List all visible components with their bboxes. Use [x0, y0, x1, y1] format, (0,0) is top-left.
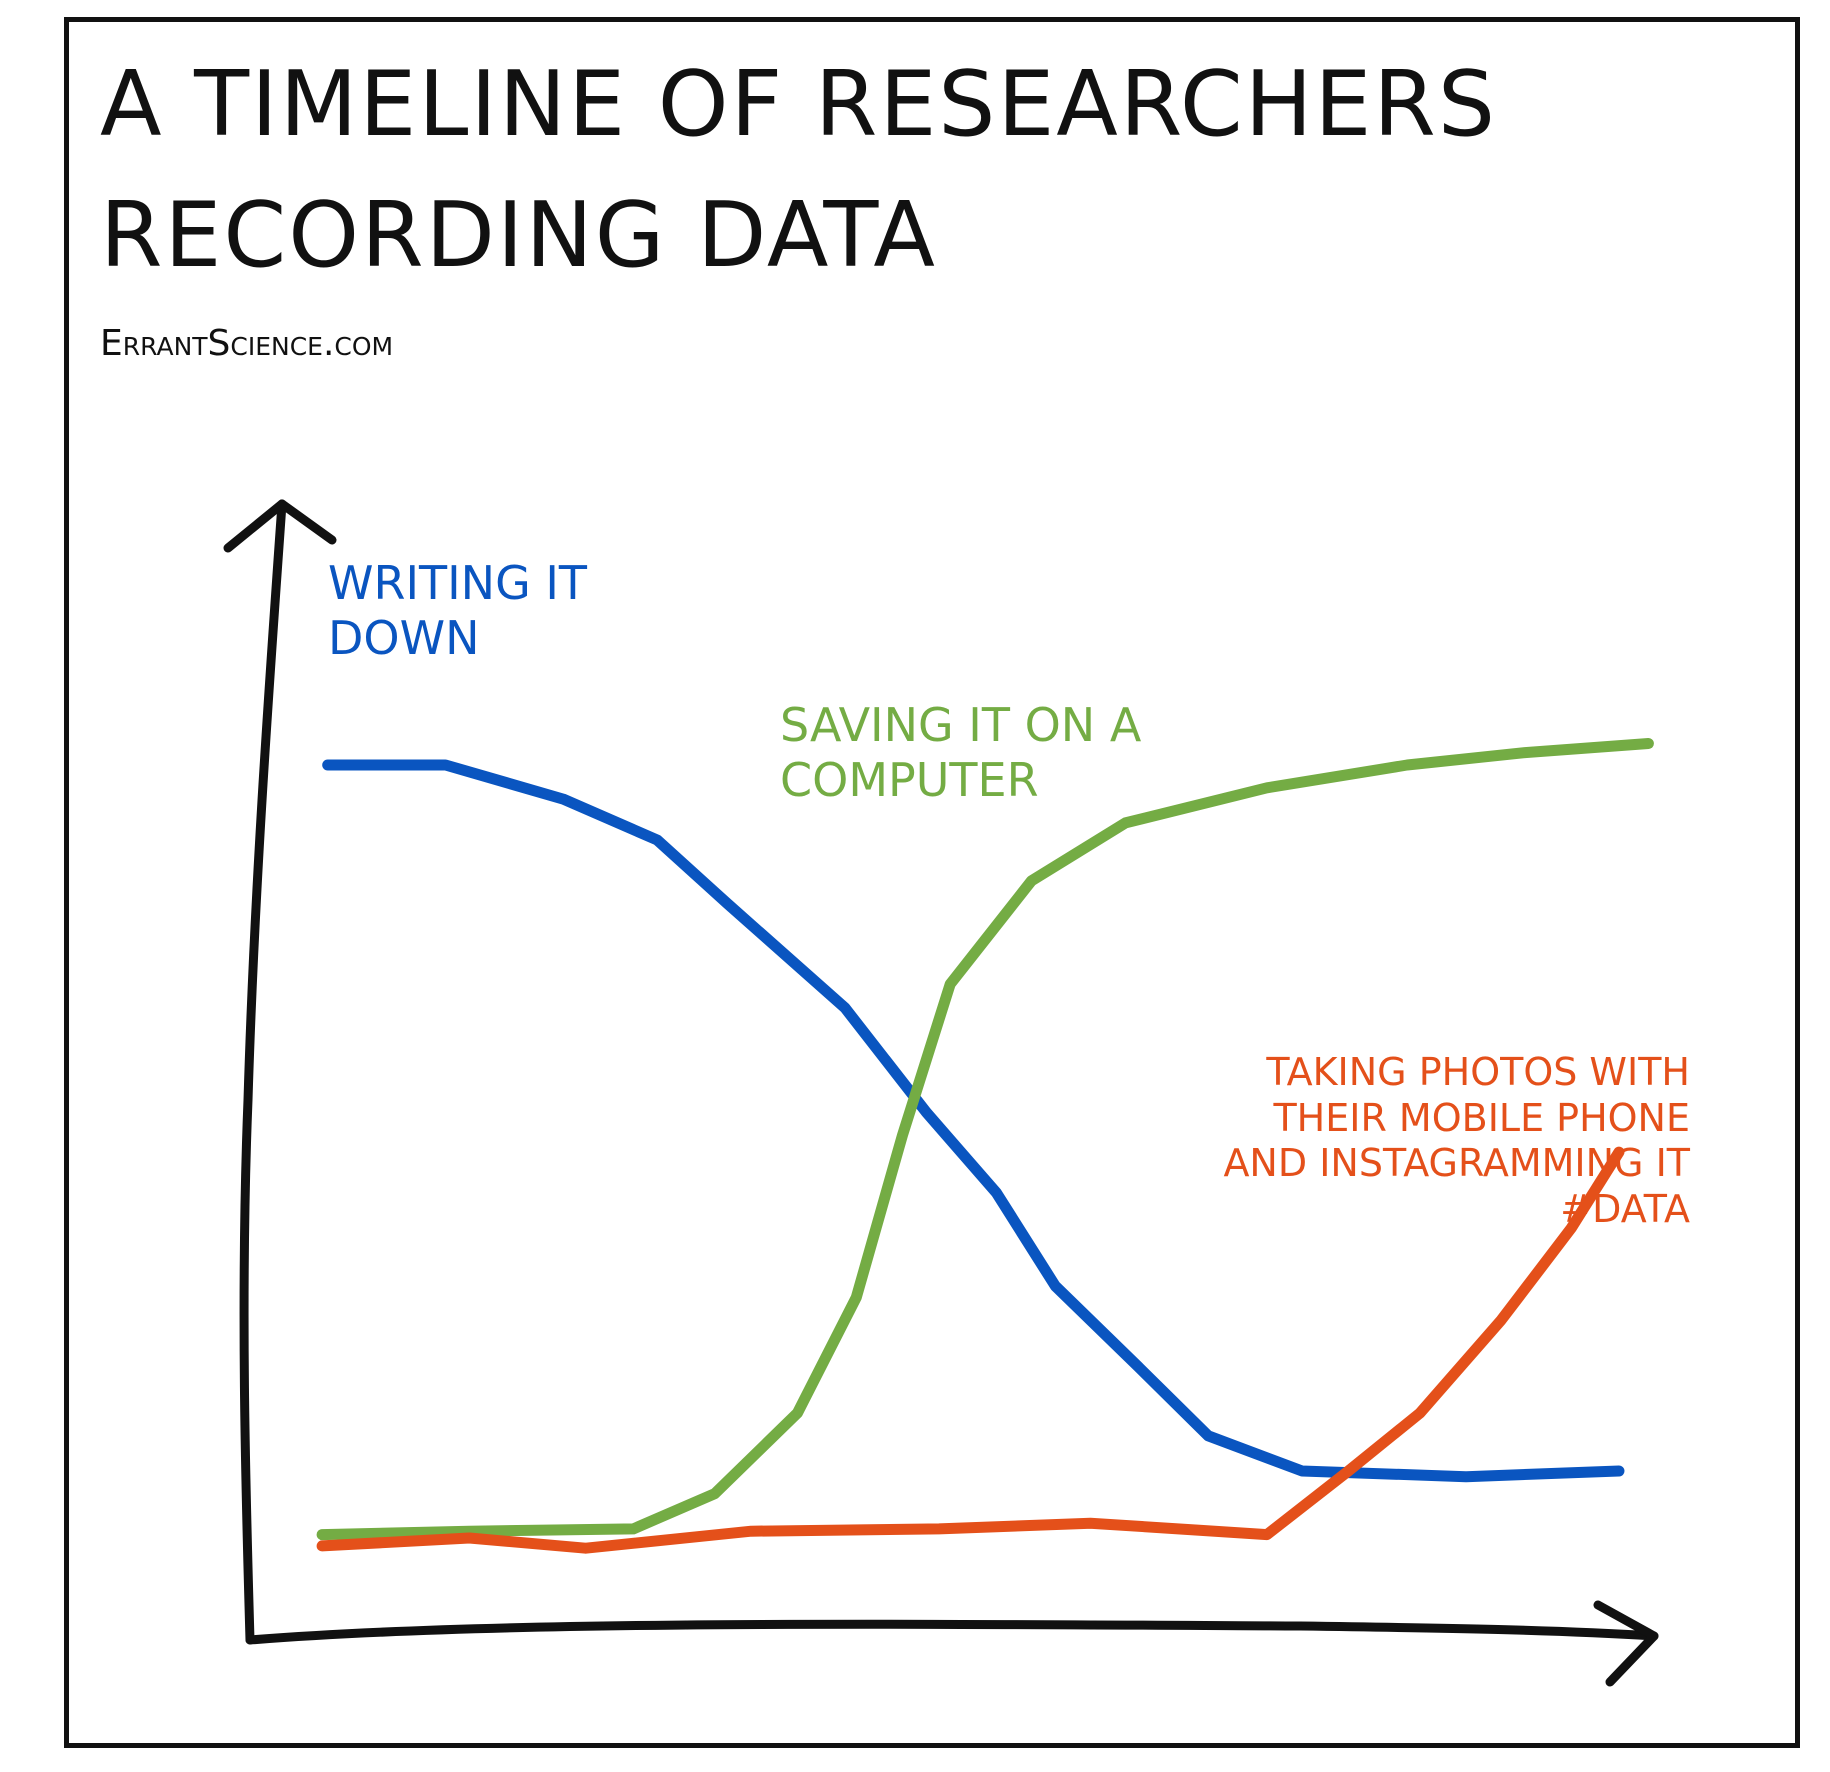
series-line [316, 738, 1654, 1541]
frame [64, 17, 1800, 1748]
series-line [322, 759, 1625, 1483]
x-axis [245, 1619, 1659, 1645]
x-axis-arrow [1593, 1600, 1659, 1687]
series-label: SAVING IT ON A COMPUTER [780, 698, 1142, 808]
chart-title: A TIMELINE OF RESEARCHERS RECORDING DATA [100, 52, 1497, 288]
y-axis-arrow [223, 499, 337, 553]
y-axis [239, 499, 287, 1645]
series-label: WRITING IT DOWN [328, 556, 588, 666]
series-line [316, 1146, 1625, 1554]
source: ErrantScience.com [100, 323, 394, 364]
series-label: TAKING PHOTOS WITH THEIR MOBILE PHONE AN… [1223, 1050, 1690, 1231]
